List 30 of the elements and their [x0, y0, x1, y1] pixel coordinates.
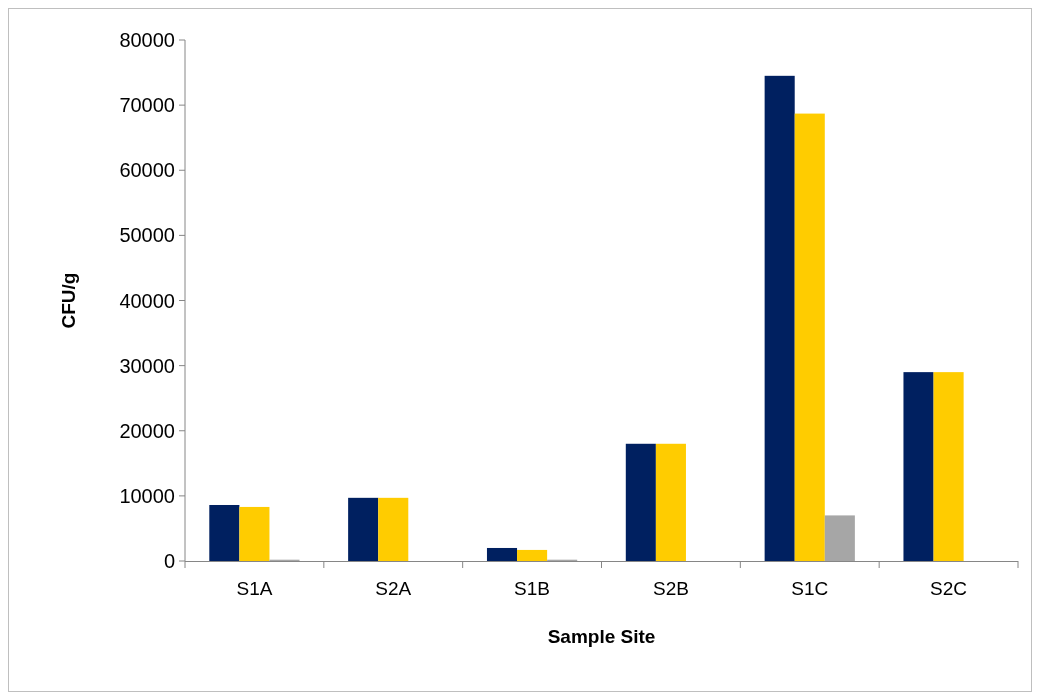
x-tick-label: S2C — [930, 578, 968, 599]
y-tick-label: 80000 — [119, 29, 175, 51]
y-tick-label: 30000 — [119, 354, 175, 377]
x-axis-title: Sample Site — [547, 626, 656, 647]
bar — [378, 497, 409, 561]
bar — [209, 504, 240, 561]
bar — [764, 75, 795, 561]
bar — [824, 515, 855, 561]
y-axis-title: CFU/g — [58, 272, 79, 329]
bar — [625, 443, 656, 561]
bar — [517, 549, 548, 561]
y-tick-label: 60000 — [119, 159, 175, 182]
x-tick-label: S2A — [375, 578, 412, 599]
y-tick-label: 10000 — [119, 484, 175, 507]
y-tick-label: 70000 — [119, 94, 175, 117]
bar — [903, 372, 934, 561]
bar — [794, 113, 825, 561]
bar — [486, 547, 518, 561]
y-tick-label: 0 — [163, 550, 175, 572]
x-tick-label: S1A — [236, 578, 273, 599]
y-tick-label: 20000 — [119, 419, 175, 442]
bar — [239, 506, 270, 561]
x-tick-label: S1C — [791, 578, 829, 599]
y-tick-label: 40000 — [119, 289, 175, 312]
bar — [933, 372, 964, 561]
y-tick-label: 50000 — [119, 224, 175, 247]
bar — [348, 497, 379, 561]
x-tick-label: S2B — [652, 578, 689, 599]
bar — [655, 443, 686, 561]
x-tick-label: S1B — [514, 578, 551, 599]
